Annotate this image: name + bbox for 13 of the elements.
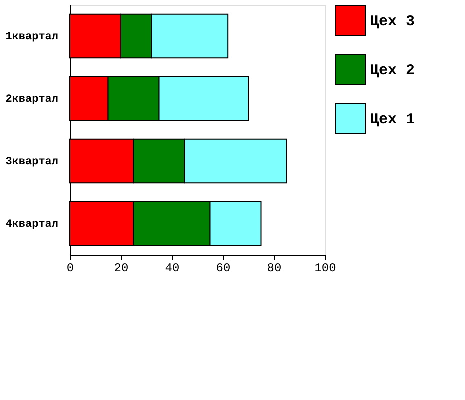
y-tick-label: 1квартал [6,31,58,44]
y-tick-label: 4квартал [6,218,58,231]
x-tick-label: 100 [314,262,336,276]
legend-label: Цех 3 [370,14,416,30]
x-tick-label: 20 [114,262,129,276]
legend-label: Цех 2 [370,62,416,80]
x-tick-label: 80 [267,262,282,276]
x-tick-label: 40 [165,262,180,276]
x-tick-label: 60 [216,262,231,276]
x-tick-label: 0 [66,262,74,276]
y-tick-label: 2квартал [6,94,58,106]
legend-label: Цех 1 [370,112,416,128]
y-tick-label: 3квартал [6,156,58,168]
